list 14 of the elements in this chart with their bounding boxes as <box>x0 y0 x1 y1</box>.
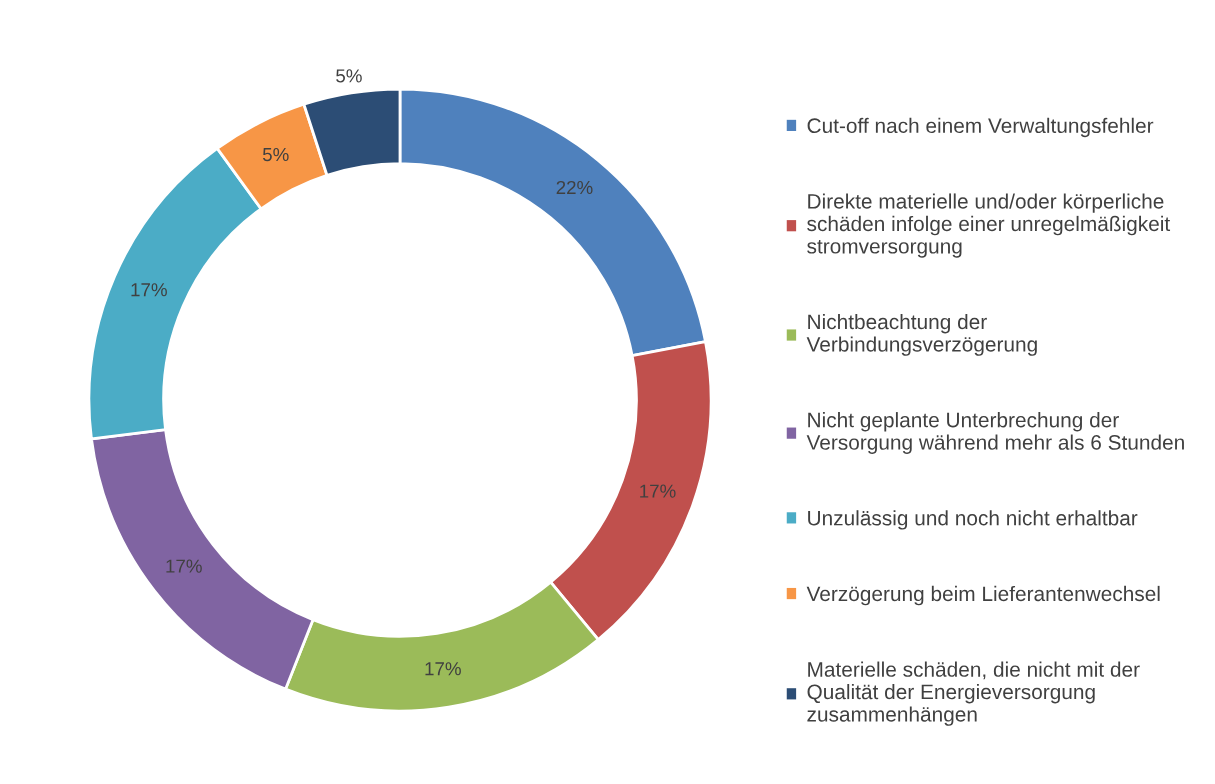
legend-label: Unzulässig und noch nicht erhaltbar <box>808 510 1138 530</box>
data-label: 17% <box>640 484 676 498</box>
data-label: 17% <box>131 283 167 297</box>
legend-label: Nichtbeachtung der Verbindungsverzögerung <box>806 313 1037 356</box>
data-label: 5% <box>262 147 289 162</box>
legend-label: Cut-off nach einem Verwaltungsfehler <box>807 117 1154 138</box>
legend-label: Direkte materielle und/oder körperliche schäden infolge einer unregelmäßigkeit stromversorgung <box>807 193 1171 258</box>
legend-label: Materielle schäden, die nicht mit der Qualität der Energieversorgung zusammenhängen <box>807 661 1140 726</box>
data-label: 5% <box>336 69 362 83</box>
data-label: 22% <box>556 180 593 195</box>
data-label: 17% <box>425 662 461 676</box>
legend-label: Nicht geplante Unterbrechung der Versorgung während mehr als 6 Stunden <box>806 412 1184 454</box>
data-label: 17% <box>166 559 202 573</box>
legend-label: Verzögerung beim Lieferantenwechsel <box>806 585 1160 606</box>
